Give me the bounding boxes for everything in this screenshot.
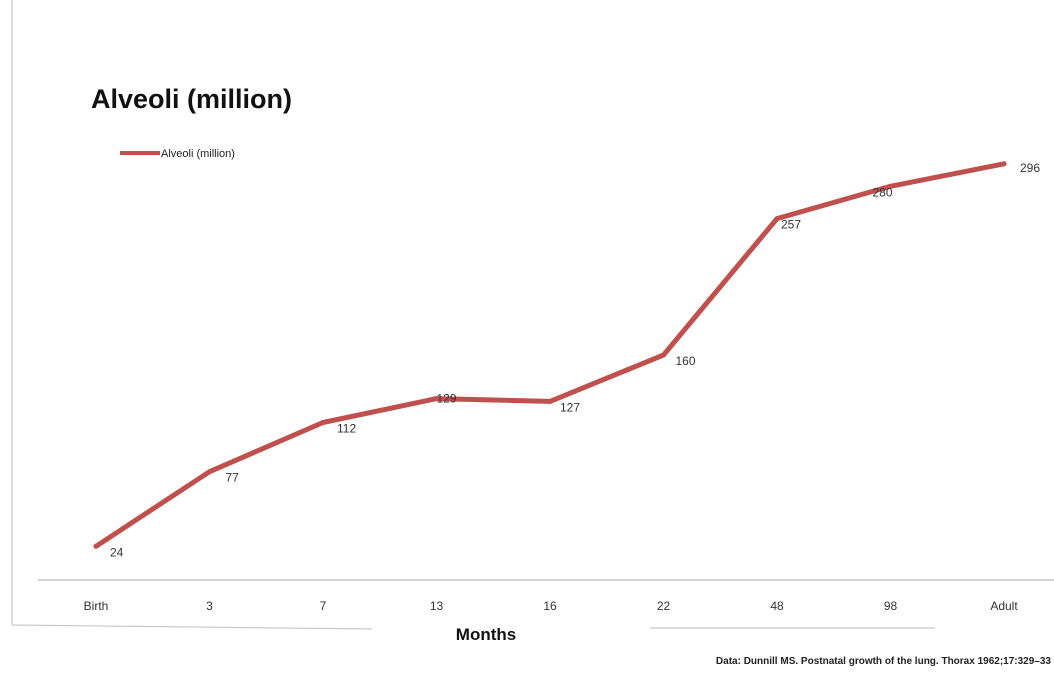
x-axis-label: Months — [456, 625, 516, 644]
data-label: 296 — [1020, 161, 1040, 175]
series-layer — [93, 161, 1007, 549]
source-note: Data: Dunnill MS. Postnatal growth of th… — [716, 656, 1052, 667]
data-point — [661, 352, 666, 358]
data-label: 129 — [437, 392, 457, 406]
data-point — [207, 469, 212, 475]
data-point — [547, 398, 553, 404]
data-label: 77 — [226, 471, 240, 485]
data-label: 257 — [781, 218, 801, 232]
legend-label: Alveoli (million) — [161, 148, 235, 160]
data-label: 127 — [560, 400, 580, 414]
data-point — [888, 183, 893, 189]
chart-bottom-border-left — [11, 624, 373, 630]
x-tick-label: Birth — [84, 599, 109, 613]
data-label: 160 — [676, 354, 696, 368]
data-point — [1001, 161, 1007, 167]
data-label-layer: 24 77 112 129 127 160 257 280 296 — [110, 161, 1040, 560]
x-tick-label: 22 — [657, 599, 671, 613]
x-tick-label: 16 — [543, 599, 557, 613]
data-point — [320, 420, 326, 425]
data-label: 112 — [337, 422, 356, 436]
x-tick-label: 7 — [320, 599, 327, 613]
x-tick-label: 48 — [770, 599, 784, 613]
series-line-alveoli — [93, 161, 1007, 549]
x-tick-label: 3 — [206, 599, 213, 613]
data-point — [434, 396, 439, 402]
x-tick-label: 98 — [884, 599, 898, 613]
legend: Alveoli (million) — [120, 148, 235, 160]
chart-title: Alveoli (million) — [91, 84, 292, 114]
x-tick-label: Adult — [990, 599, 1018, 613]
x-tick-label: 13 — [430, 599, 444, 613]
data-label: 280 — [873, 185, 893, 199]
data-point — [774, 216, 780, 222]
data-label: 24 — [110, 545, 124, 559]
x-tick-layer: Birth 3 7 13 16 22 48 98 Adult — [84, 599, 1019, 613]
data-point — [93, 543, 99, 549]
